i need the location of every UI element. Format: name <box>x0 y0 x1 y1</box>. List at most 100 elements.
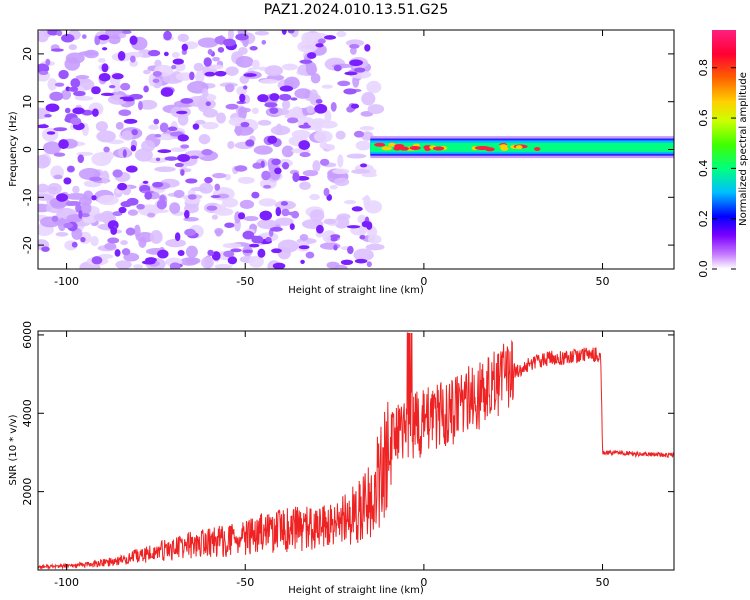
noise-blob <box>145 257 157 263</box>
noise-blob <box>100 150 114 161</box>
noise-blob <box>334 177 350 187</box>
noise-blob <box>115 260 132 269</box>
noise-blob <box>95 121 108 132</box>
noise-blob <box>98 34 110 41</box>
noise-blob <box>184 209 190 219</box>
noise-blob <box>187 96 209 107</box>
noise-blob <box>204 176 213 184</box>
signal-peak <box>374 142 386 147</box>
noise-blob <box>351 206 363 212</box>
noise-blob <box>332 168 350 175</box>
noise-blob <box>143 85 149 93</box>
noise-blob <box>152 71 162 77</box>
noise-blob <box>317 38 326 44</box>
noise-blob <box>148 124 159 130</box>
noise-blob <box>142 180 149 184</box>
noise-blob <box>337 154 344 168</box>
noise-blob <box>257 94 269 103</box>
noise-blob <box>271 248 282 254</box>
noise-blob <box>44 114 52 118</box>
noise-blob <box>157 249 169 259</box>
noise-blob <box>133 264 144 269</box>
noise-blob <box>252 162 263 169</box>
noise-blob <box>38 124 49 129</box>
noise-blob <box>214 183 221 191</box>
noise-blob <box>83 49 99 59</box>
colorbar-label: Normalized spectral amplitude <box>738 72 749 226</box>
noise-blob <box>65 192 88 200</box>
x-tick-label: -50 <box>236 275 254 288</box>
noise-blob <box>281 30 287 35</box>
noise-blob <box>177 134 189 142</box>
noise-blob <box>171 51 180 58</box>
noise-blob <box>264 102 278 108</box>
noise-blob <box>154 133 162 138</box>
noise-blob <box>122 149 127 158</box>
noise-blob <box>214 70 227 77</box>
noise-blob <box>223 250 235 258</box>
noise-blob <box>274 217 294 226</box>
noise-blob <box>51 215 59 222</box>
noise-blob <box>53 174 63 180</box>
colorbar-gradient <box>712 30 736 269</box>
noise-blob <box>112 169 123 178</box>
noise-blob <box>123 118 138 124</box>
noise-blob <box>77 154 85 163</box>
noise-blob <box>224 83 235 93</box>
noise-blob <box>152 78 160 84</box>
noise-blob <box>306 105 315 114</box>
noise-blob <box>93 213 113 222</box>
noise-blob <box>41 246 50 252</box>
noise-blob <box>180 144 190 149</box>
noise-blob <box>281 99 291 110</box>
noise-blob <box>318 120 338 129</box>
noise-blob <box>134 148 153 162</box>
noise-blob <box>167 126 178 132</box>
noise-blob <box>68 86 79 92</box>
noise-blob <box>353 248 374 262</box>
noise-blob <box>251 191 260 199</box>
noise-blob <box>97 57 106 63</box>
noise-blob <box>155 157 161 162</box>
noise-blob <box>102 47 108 51</box>
x-tick-label: -50 <box>236 576 254 589</box>
noise-blob <box>269 107 279 114</box>
y-tick-label: 2000 <box>21 478 34 506</box>
noise-blob <box>238 107 251 113</box>
noise-blob <box>290 97 298 101</box>
noise-blob <box>114 249 121 257</box>
noise-blob <box>91 108 99 117</box>
noise-blob <box>204 71 216 77</box>
noise-blob <box>367 104 385 114</box>
noise-blob <box>180 98 194 104</box>
noise-blob <box>115 121 124 130</box>
noise-blob <box>257 248 266 258</box>
noise-blob <box>127 209 139 216</box>
noise-blob <box>282 161 290 170</box>
noise-blob <box>80 236 86 243</box>
noise-blob <box>193 62 204 72</box>
noise-blob <box>130 145 137 152</box>
noise-blob <box>336 30 347 38</box>
noise-blob <box>91 256 103 265</box>
noise-blob <box>159 122 169 133</box>
noise-blob <box>159 195 166 202</box>
noise-blob <box>335 130 346 140</box>
noise-blob <box>72 107 85 115</box>
noise-blob <box>190 186 208 192</box>
noise-blob <box>117 182 128 191</box>
noise-blob <box>47 182 62 195</box>
noise-blob <box>107 237 120 244</box>
noise-blob <box>315 99 323 104</box>
noise-blob <box>154 166 176 173</box>
noise-blob <box>263 184 272 189</box>
noise-blob <box>130 55 136 63</box>
snr-series-line <box>38 332 674 570</box>
noise-blob <box>180 257 199 266</box>
noise-blob <box>101 170 110 184</box>
noise-blob <box>281 208 290 217</box>
noise-blob <box>100 92 115 97</box>
y-tick-label: 0 <box>21 146 34 153</box>
noise-blob <box>70 78 81 88</box>
noise-blob <box>61 33 75 43</box>
